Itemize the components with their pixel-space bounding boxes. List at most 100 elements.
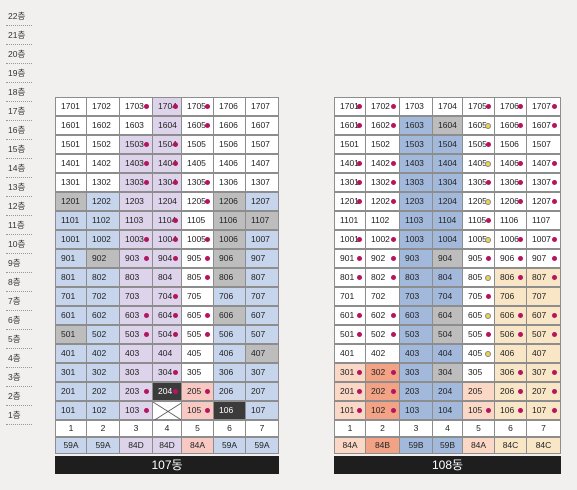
unit-cell[interactable]: 1206 [213, 192, 246, 211]
unit-cell[interactable]: 302 [86, 363, 120, 382]
unit-cell[interactable]: 1301 [55, 173, 87, 192]
unit-cell[interactable]: 1002 [86, 230, 120, 249]
unit-cell[interactable]: 1302 [86, 173, 120, 192]
unit-cell[interactable]: 1507 [526, 135, 561, 154]
unit-cell[interactable]: 302 [365, 363, 400, 382]
unit-cell[interactable]: 1402 [86, 154, 120, 173]
unit-cell[interactable]: 1207 [245, 192, 279, 211]
unit-cell[interactable]: 206 [213, 382, 246, 401]
unit-cell[interactable]: 207 [245, 382, 279, 401]
unit-cell[interactable]: 1102 [86, 211, 120, 230]
unit-cell[interactable]: 1501 [55, 135, 87, 154]
unit-cell[interactable]: 702 [86, 287, 120, 306]
unit-cell[interactable]: 203 [399, 382, 433, 401]
unit-cell[interactable]: 1201 [334, 192, 366, 211]
unit-cell[interactable]: 102 [86, 401, 120, 420]
unit-cell[interactable]: 1504 [152, 135, 182, 154]
unit-cell[interactable]: 604 [432, 306, 463, 325]
unit-cell[interactable]: 1506 [494, 135, 527, 154]
unit-cell[interactable]: 1105 [181, 211, 214, 230]
unit-cell[interactable]: 1407 [245, 154, 279, 173]
unit-cell[interactable]: 307 [526, 363, 561, 382]
unit-cell[interactable]: 1101 [55, 211, 87, 230]
unit-cell[interactable]: 203 [119, 382, 153, 401]
unit-cell[interactable]: 102 [365, 401, 400, 420]
unit-cell[interactable]: 1401 [334, 154, 366, 173]
unit-cell[interactable]: 405 [462, 344, 495, 363]
unit-cell[interactable]: 104 [432, 401, 463, 420]
unit-cell[interactable]: 1502 [86, 135, 120, 154]
unit-cell[interactable]: 501 [334, 325, 366, 344]
unit-cell[interactable]: 1305 [462, 173, 495, 192]
unit-cell[interactable]: 1503 [119, 135, 153, 154]
unit-cell[interactable]: 706 [494, 287, 527, 306]
unit-cell[interactable]: 201 [334, 382, 366, 401]
unit-cell[interactable]: 703 [399, 287, 433, 306]
unit-cell[interactable]: 505 [462, 325, 495, 344]
unit-cell[interactable]: 403 [399, 344, 433, 363]
unavailable-unit-cell[interactable] [152, 401, 183, 421]
unit-cell[interactable]: 1407 [526, 154, 561, 173]
unit-cell[interactable]: 902 [86, 249, 120, 268]
unit-cell[interactable]: 1405 [181, 154, 214, 173]
unit-cell[interactable]: 103 [399, 401, 433, 420]
unit-cell[interactable]: 107 [526, 401, 561, 420]
unit-cell[interactable]: 105 [462, 401, 495, 420]
unit-cell[interactable]: 705 [181, 287, 214, 306]
unit-cell[interactable]: 503 [119, 325, 153, 344]
unit-cell[interactable]: 704 [432, 287, 463, 306]
unit-cell[interactable]: 1606 [213, 116, 246, 135]
unit-cell[interactable]: 1207 [526, 192, 561, 211]
unit-cell[interactable]: 602 [86, 306, 120, 325]
unit-cell[interactable]: 1503 [399, 135, 433, 154]
unit-cell[interactable]: 1103 [119, 211, 153, 230]
unit-cell[interactable]: 1001 [334, 230, 366, 249]
unit-cell[interactable]: 702 [365, 287, 400, 306]
unit-cell[interactable]: 1201 [55, 192, 87, 211]
unit-cell[interactable]: 105 [181, 401, 214, 420]
unit-cell[interactable]: 204 [152, 382, 182, 401]
unit-cell[interactable]: 1303 [399, 173, 433, 192]
unit-cell[interactable]: 402 [365, 344, 400, 363]
unit-cell[interactable]: 1606 [494, 116, 527, 135]
unit-cell[interactable]: 505 [181, 325, 214, 344]
unit-cell[interactable]: 1607 [245, 116, 279, 135]
unit-cell[interactable]: 501 [55, 325, 87, 344]
unit-cell[interactable]: 402 [86, 344, 120, 363]
unit-cell[interactable]: 1701 [334, 97, 366, 116]
unit-cell[interactable]: 807 [245, 268, 279, 287]
unit-cell[interactable]: 906 [494, 249, 527, 268]
unit-cell[interactable]: 1306 [494, 173, 527, 192]
unit-cell[interactable]: 207 [526, 382, 561, 401]
unit-cell[interactable]: 805 [181, 268, 214, 287]
unit-cell[interactable]: 1701 [55, 97, 87, 116]
unit-cell[interactable]: 305 [181, 363, 214, 382]
unit-cell[interactable]: 806 [494, 268, 527, 287]
unit-cell[interactable]: 804 [432, 268, 463, 287]
unit-cell[interactable]: 206 [494, 382, 527, 401]
unit-cell[interactable]: 1101 [334, 211, 366, 230]
unit-cell[interactable]: 603 [399, 306, 433, 325]
unit-cell[interactable]: 704 [152, 287, 182, 306]
unit-cell[interactable]: 703 [119, 287, 153, 306]
unit-cell[interactable]: 404 [152, 344, 182, 363]
unit-cell[interactable]: 1705 [462, 97, 495, 116]
unit-cell[interactable]: 806 [213, 268, 246, 287]
unit-cell[interactable]: 903 [119, 249, 153, 268]
unit-cell[interactable]: 201 [55, 382, 87, 401]
unit-cell[interactable]: 801 [334, 268, 366, 287]
unit-cell[interactable]: 1502 [365, 135, 400, 154]
unit-cell[interactable]: 106 [213, 401, 246, 420]
unit-cell[interactable]: 1601 [55, 116, 87, 135]
unit-cell[interactable]: 1702 [365, 97, 400, 116]
unit-cell[interactable]: 1104 [152, 211, 182, 230]
unit-cell[interactable]: 301 [55, 363, 87, 382]
unit-cell[interactable]: 205 [181, 382, 214, 401]
unit-cell[interactable]: 1501 [334, 135, 366, 154]
unit-cell[interactable]: 1402 [365, 154, 400, 173]
unit-cell[interactable]: 101 [334, 401, 366, 420]
unit-cell[interactable]: 802 [86, 268, 120, 287]
unit-cell[interactable]: 1602 [365, 116, 400, 135]
unit-cell[interactable]: 1304 [432, 173, 463, 192]
unit-cell[interactable]: 301 [334, 363, 366, 382]
